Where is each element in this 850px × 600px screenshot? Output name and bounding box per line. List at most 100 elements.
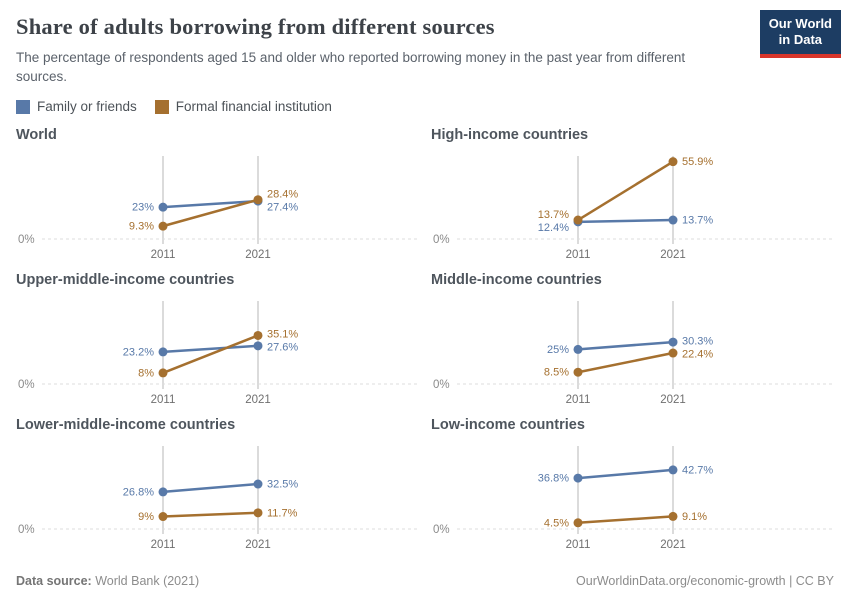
attribution-link[interactable]: OurWorldinData.org/economic-growth | CC … <box>576 574 834 588</box>
owid-logo[interactable]: Our World in Data <box>759 10 841 58</box>
data-point <box>668 337 678 347</box>
zero-label: 0% <box>433 234 450 246</box>
value-label: 11.7% <box>267 508 298 520</box>
data-point <box>253 341 263 351</box>
panel-chart: 0% 2011 2021 36.8% 4.5% 42.7% 9.1% <box>433 446 834 551</box>
x-tick-label: 2011 <box>151 249 176 261</box>
data-point <box>668 348 678 358</box>
legend-swatch-formal <box>154 99 169 114</box>
value-label: 9% <box>138 511 154 523</box>
panel-high-income: High-income countries 0% 2011 2021 13.7% 12.… <box>431 127 835 263</box>
data-point <box>253 195 263 205</box>
panel-chart: 0% 2011 2021 23.2% 8% 35.1%27.6% <box>18 301 419 406</box>
value-label: 8.5% <box>544 367 569 379</box>
series-line <box>162 200 259 209</box>
data-source: Data source: World Bank (2021) <box>16 574 199 588</box>
legend-label-formal: Formal financial institution <box>175 99 332 115</box>
chart-subtitle: The percentage of respondents aged 15 an… <box>16 50 686 85</box>
series-line <box>162 511 259 519</box>
legend-label-family: Family or friends <box>37 99 137 115</box>
data-point <box>668 215 678 225</box>
value-label: 27.4% <box>267 202 298 214</box>
panel-title: Middle-income countries <box>431 272 602 289</box>
value-label: 9.1% <box>682 511 707 523</box>
x-tick-label: 2011 <box>151 539 176 551</box>
x-tick-label: 2021 <box>245 539 271 551</box>
value-label: 13.7% <box>682 215 713 227</box>
panel-chart: 0% 2011 2021 25% 8.5% 30.3%22.4% <box>433 301 834 406</box>
data-point <box>253 331 263 341</box>
value-label: 22.4% <box>682 349 713 361</box>
value-label: 9.3% <box>129 221 154 233</box>
value-label: 23.2% <box>123 347 154 359</box>
legend-item-formal: Formal financial institution <box>154 99 332 115</box>
x-tick-label: 2021 <box>245 394 271 406</box>
footer: Data source: World Bank (2021) OurWorldi… <box>16 574 834 588</box>
owid-logo-line1: Our World <box>768 16 832 31</box>
value-label: 8% <box>138 368 154 380</box>
data-point <box>253 508 263 518</box>
owid-logo-line2: in Data <box>778 32 823 48</box>
value-label: 30.3% <box>682 336 713 348</box>
panel-chart: 0% 2011 2021 23% 9.3% 28.4%27.4% <box>18 156 419 261</box>
series-line <box>162 334 259 375</box>
value-label: 25% <box>547 344 569 356</box>
panel-upper-middle-income: Upper-middle-income countries 0% 2011 2021… <box>16 272 420 408</box>
value-label: 27.6% <box>267 342 298 354</box>
value-label: 32.5% <box>267 479 298 491</box>
zero-label: 0% <box>18 379 35 391</box>
data-point <box>573 518 583 528</box>
panel-title: Upper-middle-income countries <box>16 272 235 289</box>
series-line <box>162 198 259 228</box>
series-line <box>162 483 259 494</box>
zero-label: 0% <box>18 234 35 246</box>
panel-lower-middle-income: Lower-middle-income countries 0% 2011 2021… <box>16 417 420 553</box>
panel-low-income: Low-income countries 0% 2011 2021 36.8% 4.5%… <box>431 417 835 553</box>
data-source-value: World Bank (2021) <box>95 574 200 588</box>
panel-title: Low-income countries <box>431 417 585 434</box>
data-point <box>158 202 168 212</box>
panel-world: World 0% 2011 2021 23% 9.3% 28.4% 27.4% <box>16 127 420 263</box>
legend-item-family: Family or friends <box>16 99 137 114</box>
x-tick-label: 2011 <box>566 394 591 406</box>
x-tick-label: 2021 <box>245 249 271 261</box>
data-point <box>573 473 583 483</box>
series-line <box>162 344 259 354</box>
value-label: 28.4% <box>267 189 298 201</box>
x-tick-label: 2011 <box>566 539 591 551</box>
value-label: 12.4% <box>538 222 569 234</box>
data-point <box>573 345 583 355</box>
value-label: 4.5% <box>544 518 569 530</box>
series-line <box>577 352 674 374</box>
value-label: 26.8% <box>123 487 154 499</box>
value-label: 23% <box>132 202 154 214</box>
panel-title: World <box>16 127 57 144</box>
x-tick-label: 2021 <box>660 249 686 261</box>
data-source-label: Data source: <box>16 574 92 588</box>
value-label: 55.9% <box>682 156 713 168</box>
data-point <box>158 487 168 497</box>
x-tick-label: 2021 <box>660 539 686 551</box>
panel-title: Lower-middle-income countries <box>16 417 236 434</box>
header: Share of adults borrowing from different… <box>16 10 841 86</box>
data-point <box>158 512 168 522</box>
value-label: 42.7% <box>682 465 713 477</box>
panel-title: High-income countries <box>431 127 589 144</box>
series-line <box>577 219 674 224</box>
data-point <box>253 479 263 489</box>
x-tick-label: 2011 <box>151 394 176 406</box>
x-tick-label: 2011 <box>566 249 591 261</box>
data-point <box>668 465 678 475</box>
zero-label: 0% <box>433 524 450 536</box>
value-label: 35.1% <box>267 329 298 341</box>
zero-label: 0% <box>18 524 35 536</box>
value-label: 13.7% <box>538 209 569 221</box>
data-point <box>573 215 583 225</box>
panel-chart: 0% 2011 2021 26.8% 9% 32.5% 11.7% <box>18 446 419 551</box>
series-line <box>577 341 674 351</box>
data-point <box>668 157 678 167</box>
data-point <box>158 221 168 231</box>
data-point <box>158 347 168 357</box>
legend-swatch-family <box>16 99 30 114</box>
